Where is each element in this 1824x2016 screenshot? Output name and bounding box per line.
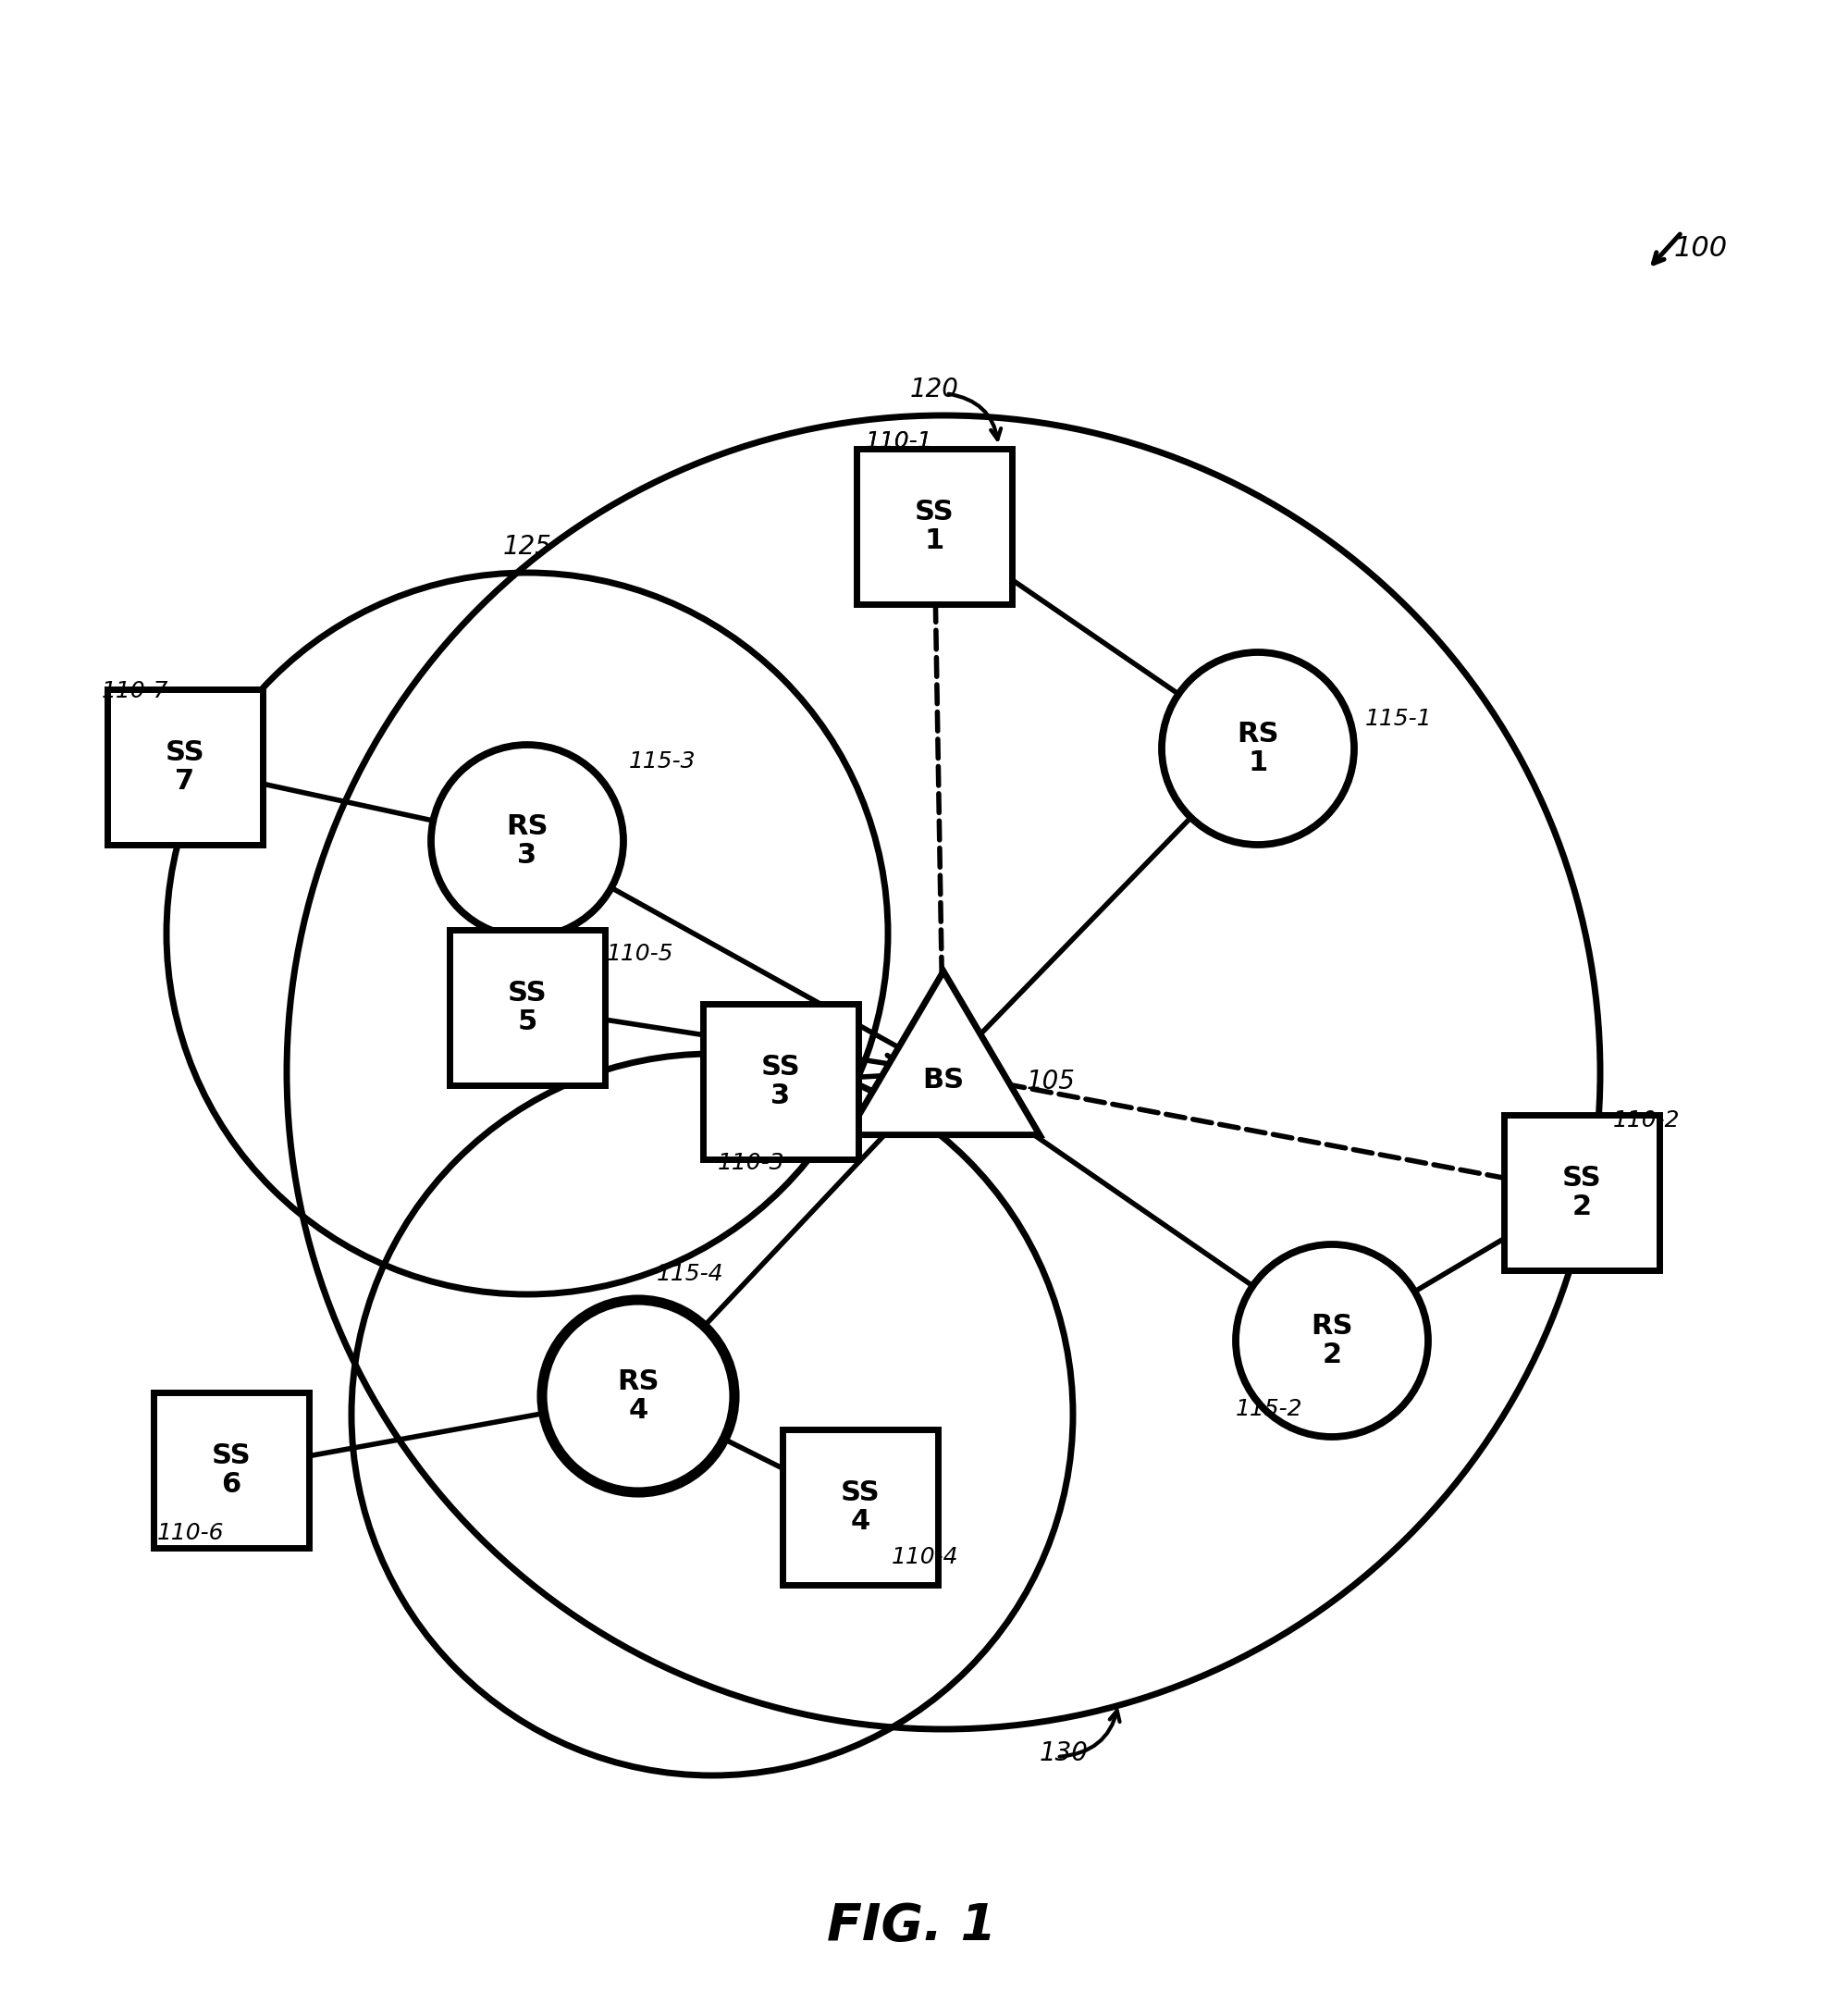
Text: 110-1: 110-1 — [866, 429, 932, 452]
FancyBboxPatch shape — [702, 1004, 859, 1159]
FancyArrowPatch shape — [241, 774, 472, 829]
Circle shape — [542, 1300, 735, 1492]
Circle shape — [1235, 1244, 1428, 1437]
FancyBboxPatch shape — [857, 450, 1012, 605]
Circle shape — [1162, 653, 1353, 845]
Text: 110-1: 110-1 — [866, 429, 932, 452]
FancyArrowPatch shape — [927, 583, 950, 1030]
Text: 110-6: 110-6 — [157, 1522, 224, 1544]
FancyArrowPatch shape — [680, 1099, 919, 1351]
Text: 110-7: 110-7 — [102, 679, 170, 702]
Text: 110-2: 110-2 — [1612, 1109, 1680, 1131]
FancyArrowPatch shape — [979, 1079, 1525, 1187]
FancyBboxPatch shape — [108, 689, 263, 845]
Text: SS
3: SS 3 — [761, 1054, 801, 1109]
Text: BS: BS — [923, 1066, 965, 1093]
Text: 125: 125 — [503, 534, 551, 560]
FancyArrowPatch shape — [972, 1093, 1280, 1304]
Text: RS
3: RS 3 — [507, 812, 549, 869]
Text: 120: 120 — [910, 377, 959, 403]
Text: 115-2: 115-2 — [1235, 1397, 1302, 1419]
FancyArrowPatch shape — [837, 1068, 908, 1085]
Text: SS
6: SS 6 — [212, 1441, 252, 1498]
Text: SS
1: SS 1 — [914, 498, 954, 554]
Text: FIG. 1: FIG. 1 — [828, 1901, 996, 1951]
FancyArrowPatch shape — [689, 1421, 810, 1482]
Text: 115-1: 115-1 — [1364, 708, 1432, 730]
Text: RS
1: RS 1 — [1237, 720, 1279, 776]
FancyArrowPatch shape — [582, 871, 912, 1054]
FancyArrowPatch shape — [288, 1407, 582, 1466]
Circle shape — [430, 744, 624, 937]
Text: 115-3: 115-3 — [629, 750, 697, 772]
Text: 105: 105 — [1027, 1068, 1076, 1095]
Text: 100: 100 — [1674, 236, 1727, 262]
Text: SS
2: SS 2 — [1561, 1165, 1601, 1220]
FancyBboxPatch shape — [1505, 1115, 1660, 1270]
Text: 130: 130 — [1040, 1740, 1089, 1766]
Polygon shape — [848, 972, 1040, 1135]
Text: RS
2: RS 2 — [1311, 1312, 1353, 1369]
FancyBboxPatch shape — [449, 929, 606, 1085]
Text: 110-4: 110-4 — [892, 1546, 959, 1568]
FancyArrowPatch shape — [981, 558, 1211, 716]
Text: 115-4: 115-4 — [657, 1262, 724, 1284]
FancyArrowPatch shape — [969, 792, 1215, 1046]
FancyArrowPatch shape — [578, 1016, 903, 1070]
Text: RS
4: RS 4 — [617, 1369, 658, 1423]
Text: SS
4: SS 4 — [841, 1480, 879, 1534]
Text: SS
5: SS 5 — [507, 980, 547, 1036]
FancyArrowPatch shape — [520, 903, 536, 950]
FancyBboxPatch shape — [153, 1393, 308, 1548]
Text: SS
7: SS 7 — [166, 740, 204, 794]
Text: 110-5: 110-5 — [607, 943, 673, 966]
Text: 110-3: 110-3 — [719, 1151, 784, 1173]
FancyArrowPatch shape — [1381, 1222, 1532, 1312]
FancyBboxPatch shape — [782, 1429, 938, 1585]
